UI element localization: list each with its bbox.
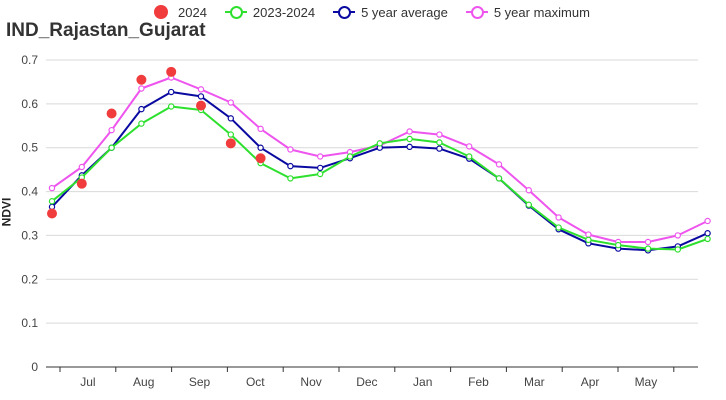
data-point (167, 88, 175, 96)
data-point (495, 175, 503, 182)
data-point (197, 93, 205, 100)
data-point (495, 161, 503, 168)
legend-marker-line (333, 5, 356, 19)
data-point (615, 241, 622, 249)
data-point (78, 163, 86, 171)
y-tick-label: 0.5 (21, 141, 38, 155)
data-point (317, 164, 324, 172)
data-point (138, 85, 145, 92)
x-tick-label: Sep (189, 375, 211, 389)
series-line (51, 91, 709, 252)
data-point (108, 144, 115, 151)
legend-marker-line (465, 5, 488, 19)
data-point (406, 135, 413, 143)
data-point (287, 175, 294, 182)
data-point (108, 126, 115, 134)
data-point-2024 (136, 74, 147, 85)
data-point (555, 214, 562, 221)
legend-label: 5 year maximum (493, 4, 590, 20)
legend-item-5-year-maximum[interactable]: 5 year maximum (465, 4, 590, 20)
data-point (48, 184, 56, 192)
x-tick-label: Jul (80, 375, 95, 389)
data-point-2024 (166, 66, 177, 77)
y-tick-label: 0 (31, 360, 38, 374)
data-point (466, 143, 473, 150)
x-tick-label: Feb (468, 375, 489, 389)
data-point (138, 120, 145, 127)
data-point-2024 (47, 208, 57, 219)
data-point (167, 103, 175, 110)
data-point (227, 99, 234, 106)
y-tick-label: 0.7 (21, 53, 38, 67)
x-tick-label: Apr (581, 375, 600, 389)
data-point (376, 140, 383, 147)
data-point (525, 201, 533, 208)
legend: 2024 2023-2024 5 year average 5 year max… (150, 2, 590, 22)
legend-label: 5 year average (361, 4, 448, 20)
series-line (51, 76, 709, 243)
data-point (317, 170, 324, 178)
data-point (197, 86, 205, 93)
data-point-2024 (255, 153, 266, 164)
data-point (406, 143, 413, 151)
data-point (674, 246, 682, 253)
data-point (704, 235, 711, 243)
legend-item-5-year-average[interactable]: 5 year average (333, 5, 448, 20)
y-tick-label: 0.1 (21, 316, 38, 330)
data-point (436, 145, 443, 152)
y-tick-label: 0.4 (21, 185, 38, 199)
x-tick-label: Mar (524, 375, 545, 389)
legend-marker-line (224, 5, 247, 19)
chart-title: IND_Rajastan_Gujarat (6, 20, 206, 41)
data-point (317, 153, 324, 160)
data-point-2024 (106, 108, 117, 119)
data-point (585, 236, 592, 244)
legend-marker-dot (150, 5, 172, 19)
data-point (346, 153, 354, 160)
data-point (704, 217, 711, 225)
data-point (674, 232, 682, 239)
legend-label: 2023-2024 (252, 4, 316, 20)
legend-item-2023-2024[interactable]: 2023-2024 (224, 4, 316, 20)
data-point (466, 153, 473, 160)
data-point (555, 224, 562, 231)
x-tick-label: Jan (413, 375, 432, 389)
x-tick-label: May (635, 375, 658, 389)
x-tick-label: Aug (133, 375, 154, 389)
data-point (287, 162, 294, 170)
x-tick-label: Oct (246, 375, 265, 389)
data-point-2024 (76, 178, 87, 189)
x-tick-label: Nov (300, 375, 321, 389)
data-point (406, 128, 413, 135)
data-point-2024 (225, 138, 236, 149)
x-tick-label: Dec (356, 375, 377, 389)
data-point (704, 230, 711, 237)
legend-label: 2024 (178, 4, 207, 20)
y-tick-label: 0.2 (21, 272, 38, 286)
y-tick-label: 0.3 (21, 228, 38, 242)
data-point (257, 125, 264, 133)
y-tick-label: 0.6 (21, 97, 38, 111)
data-point (227, 131, 234, 138)
data-point (585, 231, 592, 238)
data-point (138, 105, 145, 113)
data-point (257, 144, 264, 151)
data-point (525, 187, 533, 194)
data-point (48, 198, 56, 205)
series-line (51, 105, 708, 251)
data-point (644, 245, 652, 252)
data-point (287, 146, 294, 153)
data-point (644, 238, 652, 246)
data-point (436, 139, 443, 146)
legend-item-2024[interactable]: 2024 (150, 5, 207, 20)
data-point-2024 (196, 100, 206, 111)
data-point (227, 115, 234, 122)
data-point (436, 131, 443, 138)
